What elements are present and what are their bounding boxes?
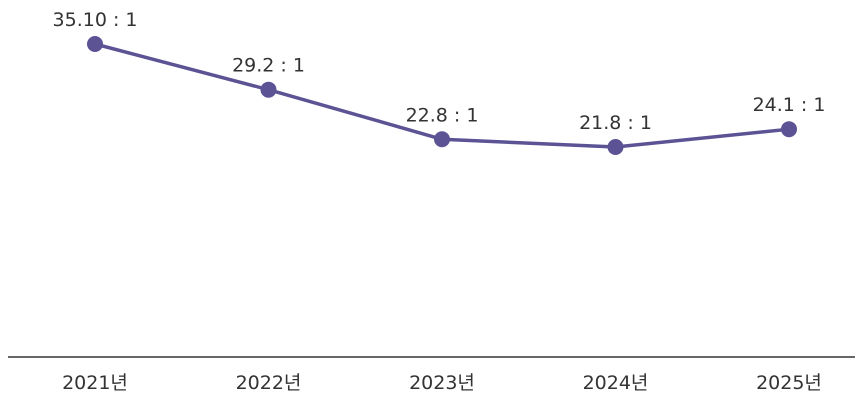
data-point-2021년 <box>87 36 103 52</box>
x-tick-label-2024년: 2024년 <box>583 372 649 394</box>
x-tick-label-2022년: 2022년 <box>236 372 302 394</box>
drop-lines <box>94 44 790 357</box>
data-point-2023년 <box>434 131 450 148</box>
data-point-2024년 <box>607 139 624 155</box>
data-label-2023년: 22.8 : 1 <box>406 104 479 126</box>
data-labels: 35.10 : 1 29.2 : 1 22.8 : 1 21.8 : 1 24.1 : … <box>53 9 826 134</box>
x-tick-labels: 2021년 2022년 2023년 2024년 2025년 <box>62 372 822 394</box>
x-tick-label-2023년: 2023년 <box>409 372 475 394</box>
data-point-2025년 <box>781 121 797 138</box>
data-point-2022년 <box>260 81 277 98</box>
data-label-2022년: 29.2 : 1 <box>232 55 305 77</box>
series-group <box>87 36 797 155</box>
data-label-2024년: 21.8 : 1 <box>579 112 652 134</box>
data-label-2025년: 24.1 : 1 <box>753 94 826 116</box>
x-tick-label-2025년: 2025년 <box>756 372 822 394</box>
data-label-2021년: 35.10 : 1 <box>53 9 138 31</box>
x-tick-label-2021년: 2021년 <box>62 372 128 394</box>
